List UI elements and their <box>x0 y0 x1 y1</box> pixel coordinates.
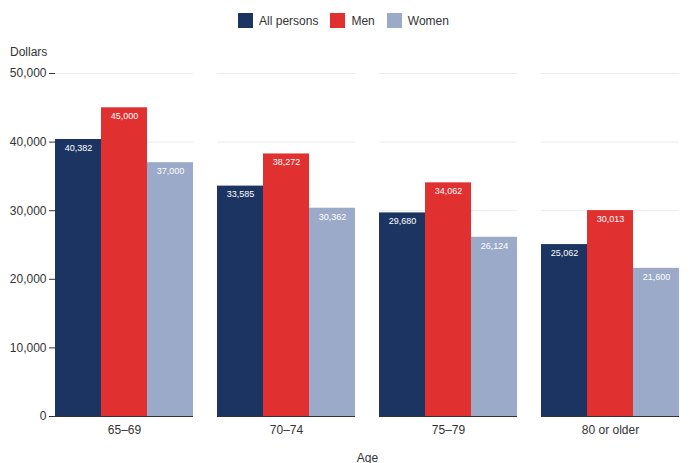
html-text:Dollars: Dollars <box>10 45 48 59</box>
svg-text:30,362: 30,362 <box>319 212 347 222</box>
svg-text:26,124: 26,124 <box>481 241 509 251</box>
html-text:Men: Men <box>351 13 375 28</box>
svg-text:34,062: 34,062 <box>435 186 463 196</box>
html-text:Women: Women <box>407 13 449 28</box>
svg-text:Age: Age <box>357 451 379 463</box>
svg-text:10,000: 10,000 <box>10 341 47 355</box>
svg-text:30,000: 30,000 <box>10 204 47 218</box>
svg-text:65–69: 65–69 <box>108 423 142 437</box>
svg-text:50,000: 50,000 <box>10 66 47 80</box>
svg-text:21,600: 21,600 <box>643 272 671 282</box>
svg-text:40,000: 40,000 <box>10 135 47 149</box>
svg-text:33,585: 33,585 <box>227 189 255 199</box>
svg-text:20,000: 20,000 <box>10 272 47 286</box>
svg-text:45,000: 45,000 <box>111 111 139 121</box>
svg-text:25,062: 25,062 <box>551 248 579 258</box>
svg-text:40,382: 40,382 <box>65 143 93 153</box>
svg-text:37,000: 37,000 <box>157 166 185 176</box>
html-text:All persons: All persons <box>259 13 319 28</box>
svg-text:0: 0 <box>40 409 47 423</box>
svg-text:80 or older: 80 or older <box>582 423 639 437</box>
svg-text:38,272: 38,272 <box>273 157 301 167</box>
svg-text:75–79: 75–79 <box>432 423 466 437</box>
svg-text:30,013: 30,013 <box>597 214 625 224</box>
svg-text:29,680: 29,680 <box>389 216 417 226</box>
svg-text:70–74: 70–74 <box>270 423 304 437</box>
